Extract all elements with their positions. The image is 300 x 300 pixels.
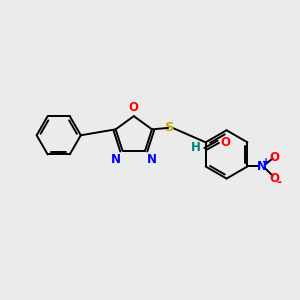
Text: S: S [166,122,175,134]
Text: N: N [147,153,157,166]
Text: O: O [129,101,139,114]
Text: N: N [110,153,121,166]
Text: N: N [257,160,267,173]
Text: O: O [270,172,280,185]
Text: H: H [191,141,201,154]
Text: O: O [270,151,280,164]
Text: -: - [276,176,281,189]
Text: +: + [262,157,270,167]
Text: O: O [220,136,230,148]
